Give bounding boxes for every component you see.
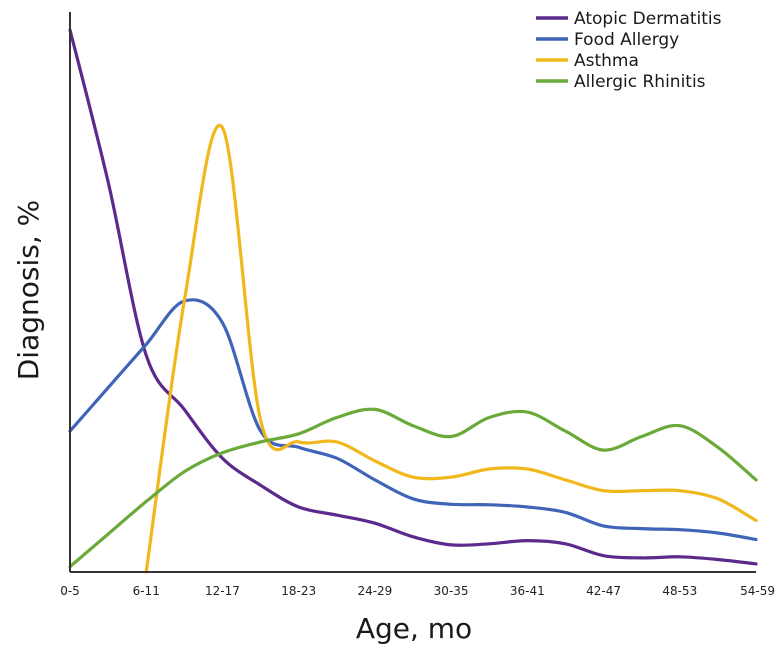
series-line-asthma (144, 123, 758, 574)
x-tick-label: 6-11 (133, 584, 160, 598)
x-tick-labels: 0-5 6-11 12-17 18-23 24-29 30-35 36-41 42-47 48-… (60, 584, 775, 598)
x-tick-label: 54-59 (740, 584, 775, 598)
legend-label: Asthma (574, 51, 639, 71)
y-axis-title: Diagnosis, % (12, 200, 45, 381)
x-axis-title: Age, mo (356, 612, 472, 645)
legend-label: Allergic Rhinitis (574, 72, 706, 92)
series-line-food-allergy (68, 298, 758, 542)
legend-label: Food Allergy (574, 30, 679, 50)
x-tick-label: 48-53 (662, 584, 697, 598)
x-tick-label: 18-23 (281, 584, 316, 598)
legend-label: Atopic Dermatitis (574, 9, 722, 29)
x-tick-label: 24-29 (357, 584, 392, 598)
x-tick-label: 36-41 (510, 584, 545, 598)
x-tick-label: 0-5 (60, 584, 80, 598)
series-line-allergic-rhinitis (68, 407, 758, 569)
plot-lines (68, 28, 758, 574)
series-line-atopic-dermatitis (68, 28, 758, 566)
x-tick-label: 30-35 (434, 584, 469, 598)
x-tick-label: 42-47 (586, 584, 621, 598)
x-tick-label: 12-17 (205, 584, 240, 598)
